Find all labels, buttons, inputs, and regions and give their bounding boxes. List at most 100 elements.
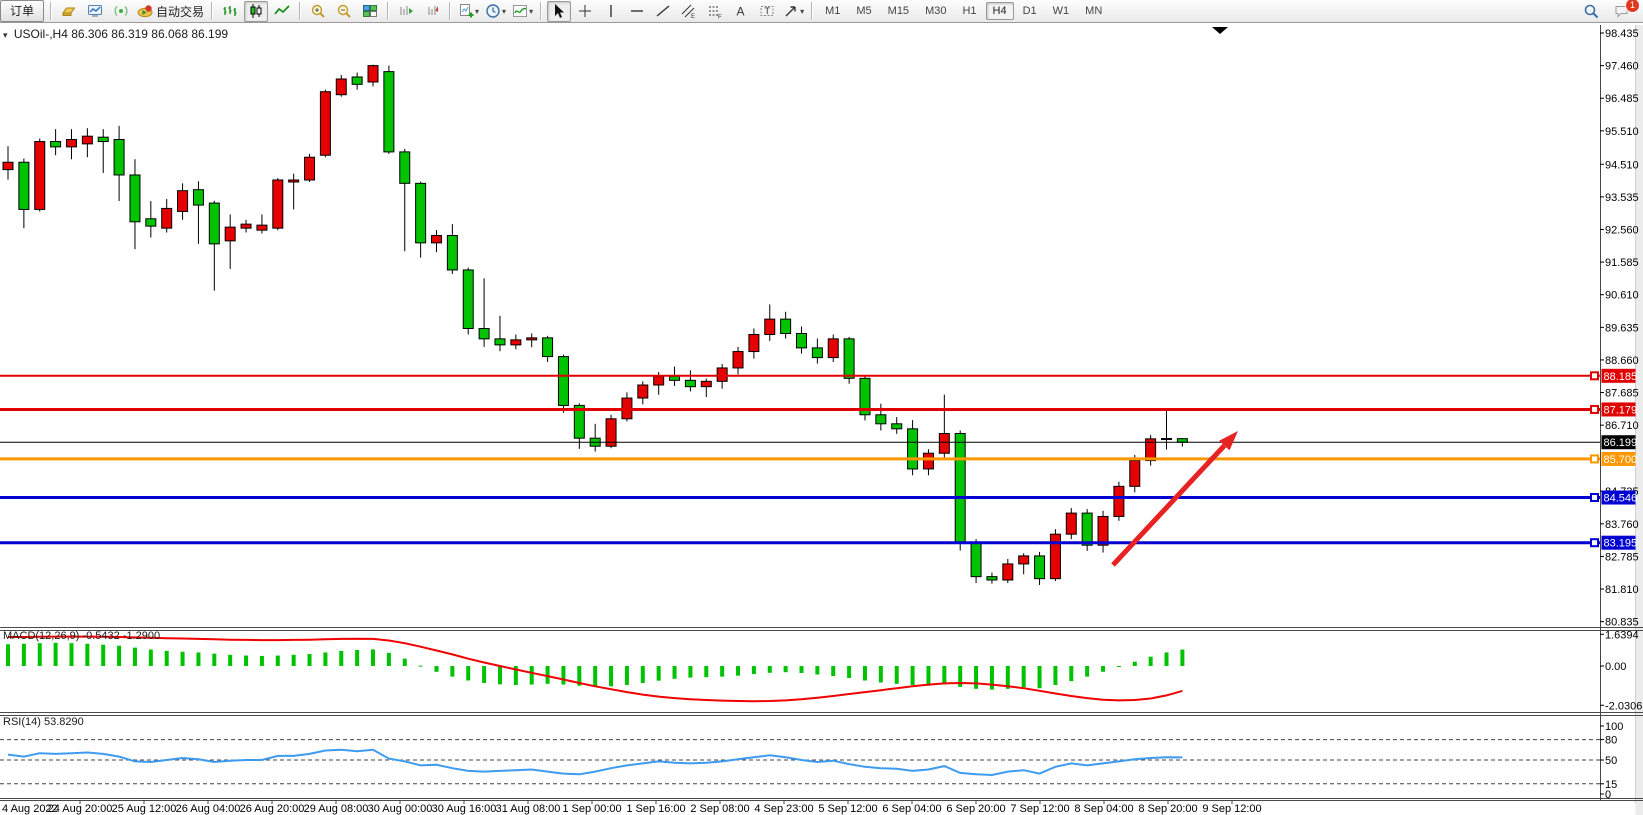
text-icon: A [733,3,749,19]
price-axis-label: 95.510 [1605,126,1639,138]
timeframe-button-d1[interactable]: D1 [1022,5,1037,17]
macd-histogram-bar [101,644,106,666]
price-axis-label: 91.585 [1605,257,1639,269]
macd-histogram-bar [1037,666,1042,689]
price-axis-label: 89.635 [1605,322,1639,334]
trend-arrow-head[interactable] [1219,431,1238,451]
candle-body [1065,512,1077,535]
candle-body [653,375,665,386]
chevron-down-icon[interactable]: ▾ [475,6,480,16]
zoom-out-icon[interactable] [332,1,356,22]
line-handle[interactable] [1590,371,1599,381]
macd-histogram-bar [958,666,963,687]
macd-histogram-bar [1101,666,1106,672]
time-axis-label: 30 Aug 16:00 [432,803,497,815]
line-handle[interactable] [1590,493,1599,503]
tile-windows-icon [362,3,378,19]
macd-histogram-bar [228,654,233,666]
candle-body [192,189,204,206]
zoom-in-icon[interactable] [306,1,330,22]
trend-arrow[interactable] [1111,443,1227,567]
toolbar-separator [50,2,53,20]
time-axis-label: 29 Aug 08:00 [304,803,369,815]
chart-shift-icon[interactable] [394,1,418,22]
tile-windows-icon[interactable] [358,1,382,22]
candle-body [811,347,823,359]
timeframe-button-m15[interactable]: M15 [887,5,910,17]
crosshair-icon[interactable] [573,1,597,22]
bar-chart-icon [222,3,238,19]
text-icon[interactable]: A [729,1,753,22]
chevron-down-icon[interactable]: ▾ [800,6,805,16]
chart-shift-icon [398,3,414,19]
candle-body [446,235,458,271]
candle-body [557,356,569,406]
text-label-icon[interactable]: T [755,1,779,22]
chevron-down-icon[interactable]: ▾ [529,6,534,16]
macd-histogram-bar [1164,652,1169,666]
candle-body [415,182,427,244]
line-handle[interactable] [1590,454,1599,464]
toolbar: 订单 自动交易 ▾ ▾ ▾ E F A T ▾ M1 M5 M15 M30 H1 H4 D1 W1 MN 1 [0,0,1643,23]
bar-chart-icon[interactable] [218,1,242,22]
timeframe-button-mn[interactable]: MN [1085,5,1103,17]
line-chart-icon[interactable] [270,1,294,22]
horizontal-line-icon[interactable] [625,1,649,22]
macd-histogram-bar [974,666,979,689]
chart-shift-marker[interactable] [1212,27,1228,34]
notifications-chat-icon[interactable]: 1 [1610,0,1640,22]
chevron-down-icon[interactable]: ▾ [502,6,507,16]
candle-body [224,226,236,242]
chart-autoscroll-icon [424,3,440,19]
fibonacci-icon[interactable]: F [703,1,727,22]
macd-histogram-bar [609,666,614,687]
macd-histogram-bar [624,666,629,685]
timeframe-button-m5[interactable]: M5 [856,5,872,17]
vertical-line-icon [603,3,619,19]
timeframe-button-h4[interactable]: H4 [985,2,1014,20]
profiles-icon[interactable]: ▾ [483,1,508,22]
chart-autoscroll-icon[interactable] [420,1,444,22]
notification-badge: 1 [1625,0,1640,13]
equidistant-channel-icon[interactable]: E [677,1,701,22]
candle-body [1049,533,1061,580]
macd-histogram-bar [847,666,852,678]
autotrading-button[interactable]: 自动交易 [135,1,206,22]
price-axis-label: 94.510 [1605,159,1639,171]
price-badge-text: 85.700 [1604,454,1638,466]
candle-body [605,418,617,447]
time-axis-label: 31 Aug 08:00 [496,803,561,815]
macd-histogram-bar [736,666,741,676]
candlestick-chart-icon[interactable] [244,0,269,22]
toolbar-separator [449,2,452,20]
macd-histogram-bar [371,649,376,666]
new-chart-icon[interactable]: ▾ [456,1,481,22]
chart-menu-arrow[interactable]: ▾ [3,30,8,40]
macd-histogram-bar [799,666,804,673]
vertical-line-icon[interactable] [599,1,623,22]
market-watch-icon [87,3,103,19]
search-icon[interactable] [1579,1,1603,22]
line-handle[interactable] [1590,538,1599,548]
line-handle[interactable] [1590,404,1599,414]
cursor-icon[interactable] [547,0,572,22]
gold-icon[interactable] [57,1,81,22]
trendline-icon[interactable] [651,1,675,22]
arrows-icon[interactable]: ▾ [781,1,806,22]
equidistant-channel-icon: E [681,3,697,19]
timeframe-button-m1[interactable]: M1 [825,5,841,17]
order-button[interactable]: 订单 [0,0,45,22]
timeframe-button-w1[interactable]: W1 [1052,5,1070,17]
market-watch-icon[interactable] [83,1,107,22]
templates-icon[interactable]: ▾ [510,1,535,22]
timeframe-button-m30[interactable]: M30 [925,5,947,17]
price-axis-label: 82.785 [1605,551,1639,563]
candle-body [922,452,934,470]
macd-histogram-bar [1021,666,1026,688]
macd-histogram-bar [688,666,693,678]
scrollbar-track[interactable] [1635,25,1643,815]
signals-icon[interactable] [109,1,133,22]
timeframe-button-h1[interactable]: H1 [962,5,977,17]
candle-body [1081,512,1093,546]
